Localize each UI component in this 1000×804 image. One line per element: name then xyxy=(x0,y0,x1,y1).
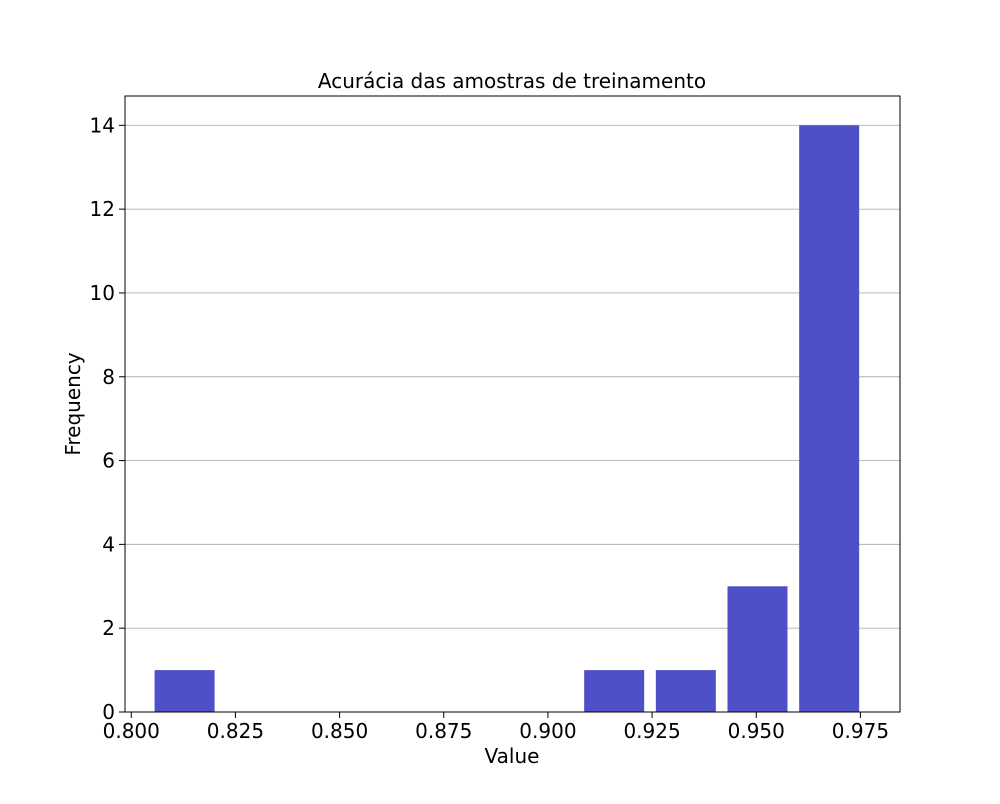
bar-1 xyxy=(584,670,644,712)
x-tick-label-6: 0.950 xyxy=(728,719,785,743)
y-tick-label-3: 6 xyxy=(102,449,115,473)
x-tick-label-5: 0.925 xyxy=(623,719,680,743)
x-tick-label-4: 0.900 xyxy=(519,719,576,743)
x-tick-label-3: 0.875 xyxy=(415,719,472,743)
x-tick-label-2: 0.850 xyxy=(311,719,368,743)
y-tick-label-2: 4 xyxy=(102,532,115,556)
x-axis-label: Value xyxy=(485,744,540,768)
x-tick-label-7: 0.975 xyxy=(832,719,889,743)
bar-3 xyxy=(728,586,788,712)
bar-4 xyxy=(799,125,859,712)
y-tick-label-1: 2 xyxy=(102,616,115,640)
y-tick-label-0: 0 xyxy=(102,700,115,724)
x-tick-label-1: 0.825 xyxy=(207,719,264,743)
y-axis-label: Frequency xyxy=(61,352,85,455)
y-tick-label-6: 12 xyxy=(90,197,115,221)
y-tick-label-4: 8 xyxy=(102,365,115,389)
y-tick-label-7: 14 xyxy=(90,113,115,137)
bars xyxy=(155,125,860,712)
bar-2 xyxy=(656,670,716,712)
y-tick-label-5: 10 xyxy=(90,281,115,305)
bar-0 xyxy=(155,670,215,712)
chart-title: Acurácia das amostras de treinamento xyxy=(318,69,706,93)
